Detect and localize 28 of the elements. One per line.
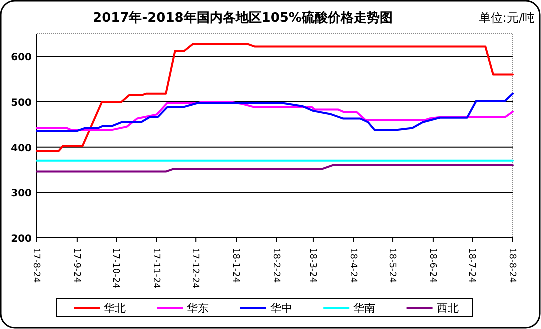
legend-label: 华北 — [104, 302, 126, 315]
x-tick-label: 18-8-24 — [507, 248, 517, 284]
line-series — [36, 92, 514, 132]
line-series — [36, 42, 514, 152]
text: 单位:元/吨 — [478, 11, 535, 25]
x-tick-label: 18-3-24 — [307, 248, 318, 284]
x-tick-label: 18-5-24 — [387, 248, 398, 284]
x-tick-label: 17-10-24 — [110, 248, 121, 290]
x-tick-label: 18-7-24 — [466, 248, 477, 284]
x-tick-label: 17-8-24 — [31, 248, 41, 284]
legend-label: 华东 — [187, 302, 210, 315]
x-tick-label: 18-1-24 — [230, 248, 241, 284]
x-tick-label: 17-12-24 — [190, 248, 200, 290]
legend-label: 华中 — [270, 302, 292, 315]
legend-label: 西北 — [436, 302, 459, 315]
x-tick-label: 17-9-24 — [71, 248, 82, 284]
y-tick-label: 400 — [11, 143, 32, 154]
x-tick-label: 17-11-24 — [150, 248, 161, 290]
x-tick-label: 18-4-24 — [348, 248, 358, 284]
y-tick-label: 200 — [11, 234, 32, 245]
x-tick-label: 18-6-24 — [427, 248, 438, 284]
y-tick-label: 500 — [11, 98, 32, 109]
legend-label: 华南 — [354, 302, 376, 315]
line-series — [36, 101, 514, 132]
x-tick-label: 18-2-24 — [270, 248, 281, 284]
y-tick-label: 600 — [11, 52, 32, 64]
y-tick-label: 300 — [11, 188, 32, 200]
chart-title: 2017年-2018年国内各地区105%硫酸价格走势图 — [93, 10, 393, 26]
